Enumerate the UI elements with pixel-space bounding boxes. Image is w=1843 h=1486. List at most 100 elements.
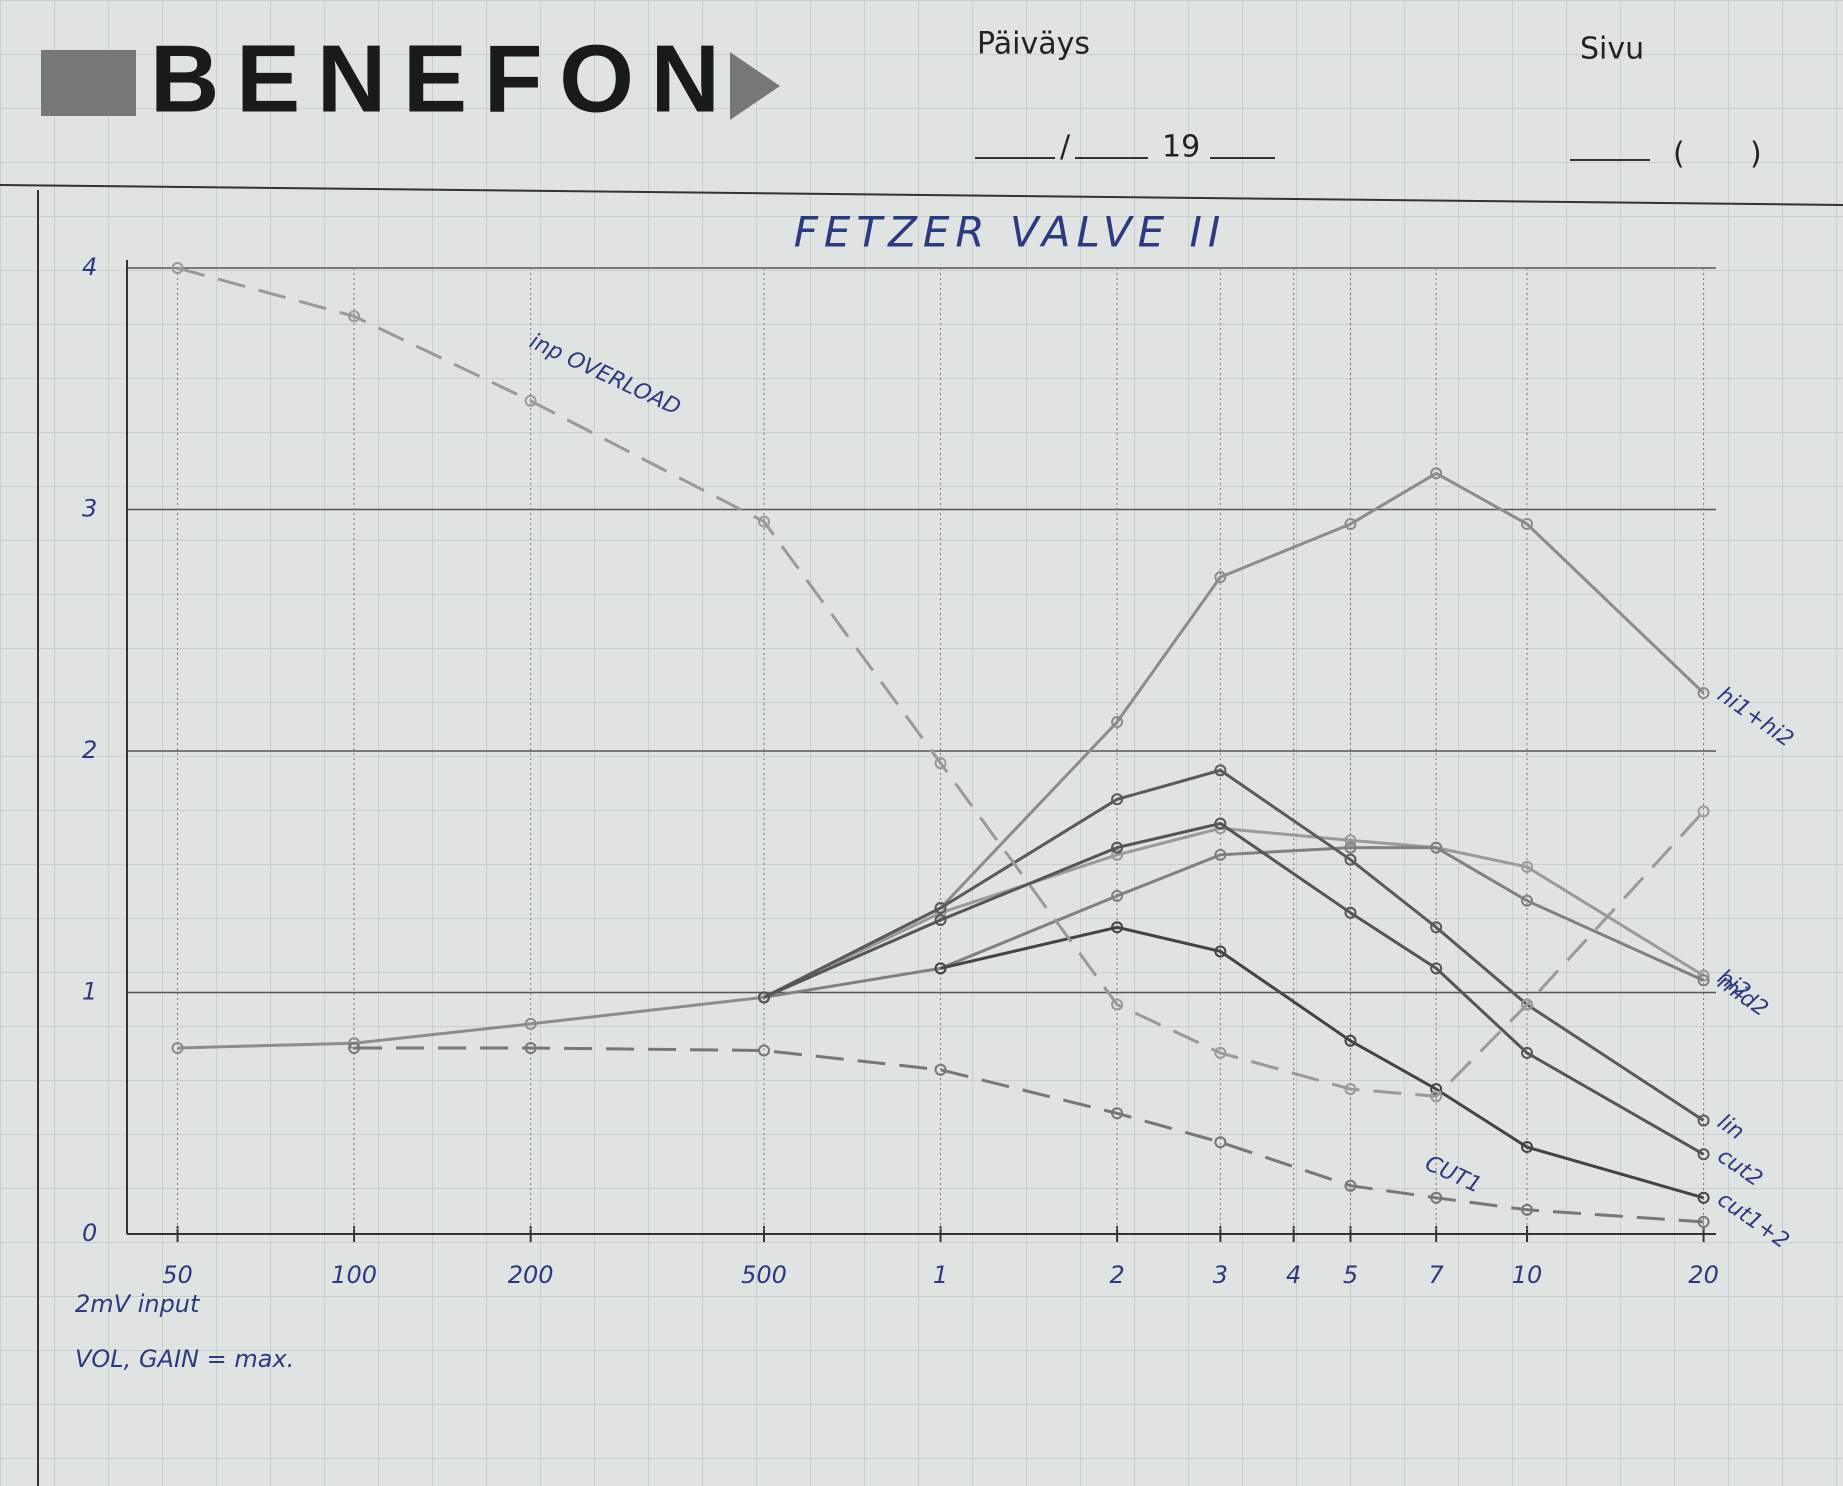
data-point — [1697, 805, 1710, 818]
data-point — [1111, 1107, 1124, 1120]
data-point — [758, 1044, 771, 1057]
data-point — [758, 515, 771, 528]
data-point — [1344, 906, 1357, 919]
series-label: inp OVERLOAD — [526, 329, 685, 421]
header-rule — [0, 184, 1843, 206]
series-label: lin — [1713, 1110, 1749, 1145]
series-line — [177, 471, 1705, 1050]
series-line — [763, 826, 1705, 999]
data-point — [1214, 817, 1227, 830]
logo: BENEFON — [150, 25, 720, 132]
page-open: ( — [1673, 137, 1685, 172]
x-tick-label: 200 — [508, 1261, 554, 1289]
y-tick-label: 1 — [82, 978, 97, 1006]
annotation: 2mV input — [75, 1290, 201, 1318]
y-tick-label: 4 — [82, 253, 97, 281]
data-point — [1111, 998, 1124, 1011]
data-point — [171, 1042, 184, 1055]
series-label: hi1+hi2 — [1713, 682, 1798, 752]
data-point — [1430, 1090, 1443, 1103]
x-tick-label: 100 — [331, 1261, 377, 1289]
data-point — [171, 262, 184, 274]
x-tick-label: 7 — [1429, 1261, 1445, 1289]
data-point — [1521, 894, 1534, 907]
series-line — [763, 821, 1705, 1156]
date-label: Päiväys — [977, 27, 1090, 62]
data-point — [1111, 793, 1124, 806]
data-point — [1344, 853, 1357, 866]
page-label: Sivu — [1580, 32, 1644, 67]
data-point — [1214, 1046, 1227, 1059]
series-line — [177, 266, 1705, 1098]
series-line — [940, 925, 1705, 1200]
data-point — [1111, 841, 1124, 854]
x-tick-label: 1 — [933, 1261, 948, 1289]
data-point — [934, 962, 947, 975]
data-point — [1111, 889, 1124, 902]
data-point — [1344, 841, 1357, 854]
series-line — [354, 1046, 1704, 1224]
series-line — [763, 768, 1705, 1122]
series-label: cut1+2 — [1713, 1187, 1794, 1254]
data-point — [524, 1017, 537, 1030]
data-point — [1344, 1034, 1357, 1047]
data-point — [1344, 1083, 1357, 1096]
y-tick-label: 2 — [82, 736, 97, 764]
data-point — [1697, 687, 1710, 700]
data-point — [1697, 1148, 1710, 1161]
data-point — [1430, 841, 1443, 854]
annotation: VOL, GAIN = max. — [75, 1345, 294, 1373]
data-point — [1111, 848, 1124, 861]
x-tick-label: 500 — [741, 1261, 787, 1289]
data-point — [934, 901, 947, 914]
y-tick-label: 0 — [82, 1219, 97, 1247]
data-point — [1697, 1215, 1710, 1228]
data-point — [1521, 1203, 1534, 1216]
data-point — [1521, 517, 1534, 530]
data-point — [348, 1037, 361, 1050]
data-point — [1430, 1191, 1443, 1204]
data-point — [348, 1042, 361, 1055]
logo-bar — [41, 50, 136, 116]
data-point — [1521, 1141, 1534, 1154]
data-point — [524, 394, 537, 407]
data-point — [1344, 517, 1357, 530]
x-tick-label: 10 — [1512, 1261, 1543, 1289]
data-point — [1521, 1046, 1534, 1059]
data-point — [1214, 945, 1227, 958]
data-point — [1697, 974, 1710, 987]
data-point — [1430, 1083, 1443, 1096]
logo-arrow — [730, 52, 780, 120]
data-point — [1521, 860, 1534, 873]
chart-title: FETZER VALVE II — [794, 208, 1227, 257]
data-point — [1344, 1179, 1357, 1192]
data-point — [348, 310, 361, 323]
data-point — [1430, 962, 1443, 975]
x-tick-label: 20 — [1688, 1261, 1719, 1289]
data-point — [1214, 848, 1227, 861]
data-point — [524, 1042, 537, 1055]
data-point — [934, 757, 947, 770]
series-line — [763, 846, 1705, 999]
x-tick-label: 50 — [162, 1261, 193, 1289]
data-point — [1697, 1114, 1710, 1127]
x-tick-label: 5 — [1343, 1261, 1358, 1289]
data-point — [1521, 998, 1534, 1011]
data-point — [1214, 571, 1227, 584]
data-point — [1697, 1191, 1710, 1204]
data-point — [1430, 467, 1443, 480]
x-tick-label: 2 — [1109, 1261, 1124, 1289]
data-point — [1111, 921, 1124, 934]
date-separator: / — [1060, 130, 1071, 165]
series-label: cut2 — [1713, 1144, 1767, 1192]
x-tick-label: 3 — [1213, 1261, 1228, 1289]
year: 19 — [1162, 130, 1200, 165]
x-tick-label: 4 — [1286, 1261, 1301, 1289]
data-point — [1344, 834, 1357, 847]
data-point — [1111, 716, 1124, 729]
data-point — [934, 914, 947, 927]
data-point — [1214, 764, 1227, 777]
page-close: ) — [1750, 137, 1762, 172]
